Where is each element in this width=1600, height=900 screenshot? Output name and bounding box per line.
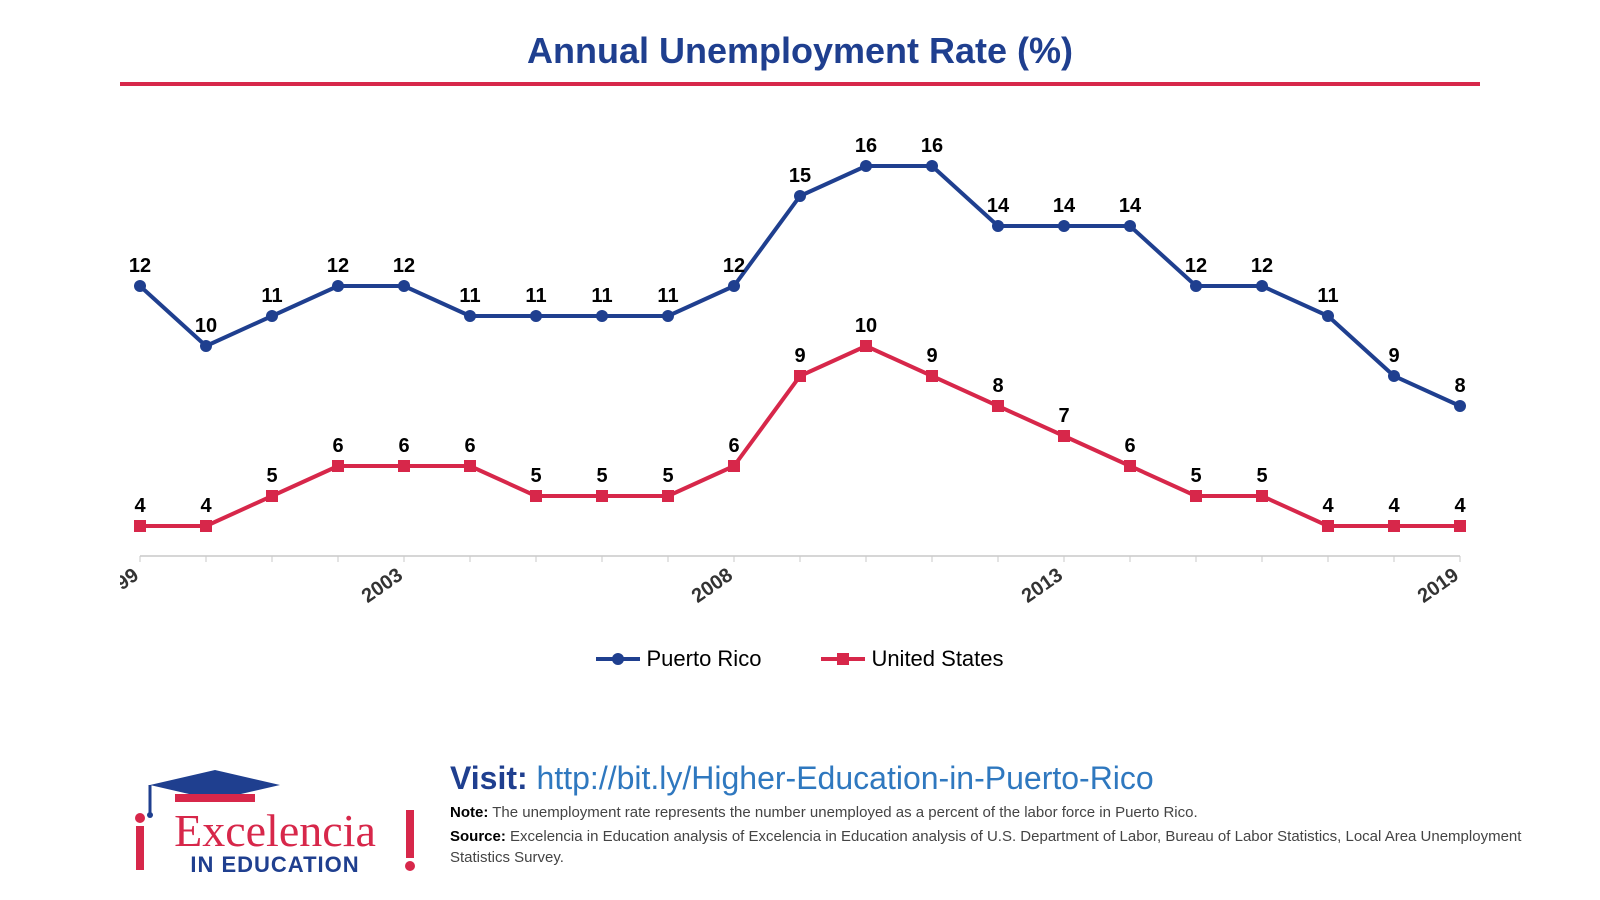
note-text: The unemployment rate represents the num…	[492, 804, 1197, 821]
svg-text:12: 12	[723, 255, 745, 277]
svg-text:6: 6	[332, 435, 343, 457]
svg-text:9: 9	[1388, 345, 1399, 367]
svg-text:9: 9	[794, 345, 805, 367]
chart-legend: Puerto Rico United States	[0, 646, 1600, 674]
svg-text:2008: 2008	[688, 564, 737, 608]
svg-text:14: 14	[1119, 195, 1142, 217]
svg-text:14: 14	[1053, 195, 1076, 217]
svg-text:15: 15	[789, 165, 811, 187]
svg-text:2019: 2019	[1414, 564, 1463, 608]
square-marker-icon	[821, 650, 865, 668]
svg-text:11: 11	[525, 285, 546, 307]
svg-text:4: 4	[200, 495, 212, 517]
legend-label: Puerto Rico	[646, 646, 761, 672]
svg-text:12: 12	[1185, 255, 1207, 277]
chart-container: Annual Unemployment Rate (%) 1999 2003 200…	[0, 0, 1600, 900]
svg-text:11: 11	[459, 285, 480, 307]
svg-text:12: 12	[327, 255, 349, 277]
svg-text:IN EDUCATION: IN EDUCATION	[190, 852, 359, 877]
svg-text:5: 5	[596, 465, 607, 487]
svg-text:16: 16	[855, 135, 877, 157]
source-label: Source:	[450, 828, 506, 845]
svg-text:2013: 2013	[1018, 564, 1067, 608]
svg-text:11: 11	[1317, 285, 1338, 307]
svg-text:4: 4	[134, 495, 146, 517]
legend-item: Puerto Rico	[596, 646, 761, 672]
svg-text:10: 10	[195, 315, 217, 337]
svg-text:4: 4	[1322, 495, 1334, 517]
legend-item: United States	[821, 646, 1003, 672]
svg-text:2003: 2003	[358, 564, 407, 608]
svg-text:11: 11	[261, 285, 282, 307]
visit-line: Visit: http://bit.ly/Higher-Education-in…	[450, 760, 1540, 797]
svg-text:14: 14	[987, 195, 1010, 217]
source-text: Excelencia in Education analysis of Exce…	[450, 828, 1521, 865]
chart-title: Annual Unemployment Rate (%)	[0, 0, 1600, 82]
svg-text:4: 4	[1388, 495, 1400, 517]
svg-text:6: 6	[398, 435, 409, 457]
svg-text:6: 6	[464, 435, 475, 457]
chart-svg: 1999 2003 2008 2013 2019 12 10 11 12 12 11 11 11 11 12…	[120, 106, 1480, 646]
legend-label: United States	[871, 646, 1003, 672]
svg-text:5: 5	[1190, 465, 1201, 487]
svg-text:5: 5	[1256, 465, 1267, 487]
visit-url[interactable]: http://bit.ly/Higher-Education-in-Puerto…	[537, 760, 1154, 796]
svg-text:12: 12	[393, 255, 415, 277]
title-divider	[120, 82, 1480, 86]
visit-label: Visit:	[450, 760, 528, 796]
svg-text:11: 11	[657, 285, 678, 307]
svg-text:8: 8	[992, 375, 1003, 397]
svg-text:1999: 1999	[120, 564, 143, 608]
excelencia-logo: ExcelenciaIN EDUCATION	[120, 760, 430, 880]
note-line: Note: The unemployment rate represents t…	[450, 803, 1540, 823]
svg-text:5: 5	[662, 465, 673, 487]
chart-plot-area: 1999200320082013201912101112121111111112…	[120, 106, 1480, 586]
svg-text:12: 12	[129, 255, 151, 277]
svg-text:12: 12	[1251, 255, 1273, 277]
svg-text:5: 5	[266, 465, 277, 487]
circle-marker-icon	[596, 650, 640, 668]
svg-text:9: 9	[926, 345, 937, 367]
svg-text:6: 6	[1124, 435, 1135, 457]
svg-text:5: 5	[530, 465, 541, 487]
svg-text:16: 16	[921, 135, 943, 157]
logo-svg: ExcelenciaIN EDUCATION	[120, 760, 430, 880]
svg-text:6: 6	[728, 435, 739, 457]
note-label: Note:	[450, 804, 488, 821]
footer: ExcelenciaIN EDUCATION Visit: http://bit…	[120, 760, 1540, 880]
svg-text:8: 8	[1454, 375, 1465, 397]
svg-text:Excelencia: Excelencia	[174, 805, 376, 856]
svg-text:7: 7	[1058, 405, 1069, 427]
svg-text:4: 4	[1454, 495, 1466, 517]
svg-text:10: 10	[855, 315, 877, 337]
source-line: Source: Excelencia in Education analysis…	[450, 827, 1540, 868]
svg-text:11: 11	[591, 285, 612, 307]
footer-text-block: Visit: http://bit.ly/Higher-Education-in…	[430, 760, 1540, 868]
